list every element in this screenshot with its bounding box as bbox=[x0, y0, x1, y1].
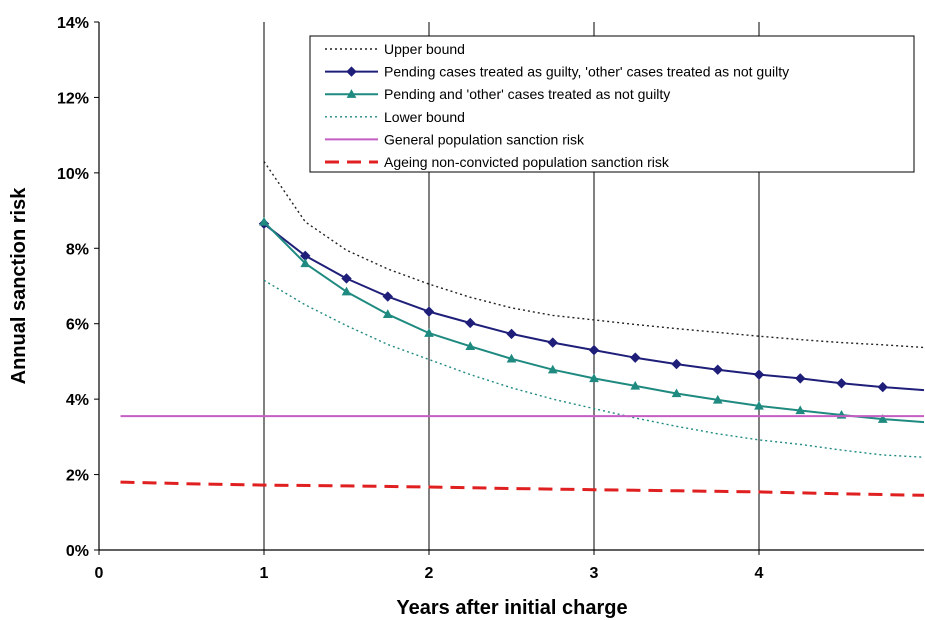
y-tick-label: 10% bbox=[57, 166, 89, 183]
legend-item: Pending and 'other' cases treated as not… bbox=[325, 86, 670, 102]
y-tick-label: 6% bbox=[66, 317, 89, 334]
legend-label: Ageing non-convicted population sanction… bbox=[384, 154, 670, 170]
x-tick-label: 4 bbox=[755, 565, 764, 582]
series-group bbox=[120, 161, 925, 497]
axes bbox=[98, 22, 924, 551]
data-point bbox=[547, 337, 558, 348]
y-tick-label: 12% bbox=[57, 90, 89, 107]
legend-label: Upper bound bbox=[384, 41, 465, 57]
data-point bbox=[836, 378, 847, 389]
x-axis-title: Years after initial charge bbox=[396, 597, 627, 619]
data-point bbox=[465, 341, 476, 351]
data-point bbox=[259, 216, 269, 226]
y-tick-label: 8% bbox=[66, 241, 89, 258]
legend-item: Lower bound bbox=[325, 109, 465, 125]
series-line bbox=[120, 480, 925, 497]
legend-item: General population sanction risk bbox=[325, 131, 585, 147]
series-6 bbox=[120, 480, 925, 497]
legend-label: Pending and 'other' cases treated as not… bbox=[384, 86, 670, 102]
y-tick-label: 2% bbox=[66, 468, 89, 485]
data-point bbox=[712, 394, 723, 404]
data-point bbox=[630, 380, 641, 390]
data-point bbox=[630, 352, 641, 363]
series-3 bbox=[259, 216, 925, 424]
series-4 bbox=[263, 279, 925, 458]
x-tick-label: 2 bbox=[425, 565, 434, 582]
y-axis-title: Annual sanction risk bbox=[8, 187, 30, 385]
data-point bbox=[424, 328, 434, 337]
data-point bbox=[547, 364, 558, 374]
data-point bbox=[300, 258, 311, 268]
data-point bbox=[712, 364, 723, 375]
x-tick-label: 3 bbox=[590, 565, 599, 582]
legend-item: Pending cases treated as guilty, 'other'… bbox=[325, 64, 789, 80]
legend-items: Upper bound Pending cases treated as guil… bbox=[325, 41, 789, 170]
data-point bbox=[589, 373, 599, 383]
data-point bbox=[795, 405, 806, 415]
data-point bbox=[588, 344, 600, 356]
data-point bbox=[423, 306, 435, 317]
data-point bbox=[754, 400, 764, 410]
data-point bbox=[877, 381, 888, 393]
legend-item: Ageing non-convicted population sanction… bbox=[325, 154, 670, 170]
data-point bbox=[877, 414, 888, 423]
legend-item: Upper bound bbox=[325, 41, 465, 57]
data-point bbox=[341, 273, 352, 284]
data-point bbox=[671, 388, 682, 398]
tick-labels: 0% 2% 4% 6% 8% 10% 12% 14% 0 1 2 3 4 bbox=[57, 15, 764, 582]
legend-marker bbox=[346, 66, 357, 77]
legend-marker bbox=[346, 89, 357, 98]
data-point bbox=[506, 353, 517, 363]
legend-label: Lower bound bbox=[384, 109, 465, 125]
data-point bbox=[506, 328, 517, 340]
series-line bbox=[263, 161, 925, 349]
y-tick-label: 14% bbox=[57, 15, 89, 32]
data-point bbox=[341, 286, 352, 296]
data-point bbox=[382, 309, 393, 318]
x-tick-label: 0 bbox=[95, 565, 104, 582]
data-point bbox=[753, 369, 765, 380]
data-point bbox=[671, 358, 682, 370]
series-line bbox=[263, 279, 925, 458]
data-point bbox=[795, 373, 806, 384]
legend-box bbox=[309, 35, 915, 173]
y-tick-label: 4% bbox=[66, 392, 89, 409]
data-point bbox=[382, 291, 393, 302]
legend-label: Pending cases treated as guilty, 'other'… bbox=[384, 64, 789, 80]
x-tick-label: 1 bbox=[260, 565, 269, 582]
legend-label: General population sanction risk bbox=[384, 131, 585, 147]
data-point bbox=[465, 317, 476, 329]
legend: Upper bound Pending cases treated as guil… bbox=[309, 35, 915, 173]
y-tick-label: 0% bbox=[66, 543, 89, 560]
series-1 bbox=[263, 161, 925, 349]
